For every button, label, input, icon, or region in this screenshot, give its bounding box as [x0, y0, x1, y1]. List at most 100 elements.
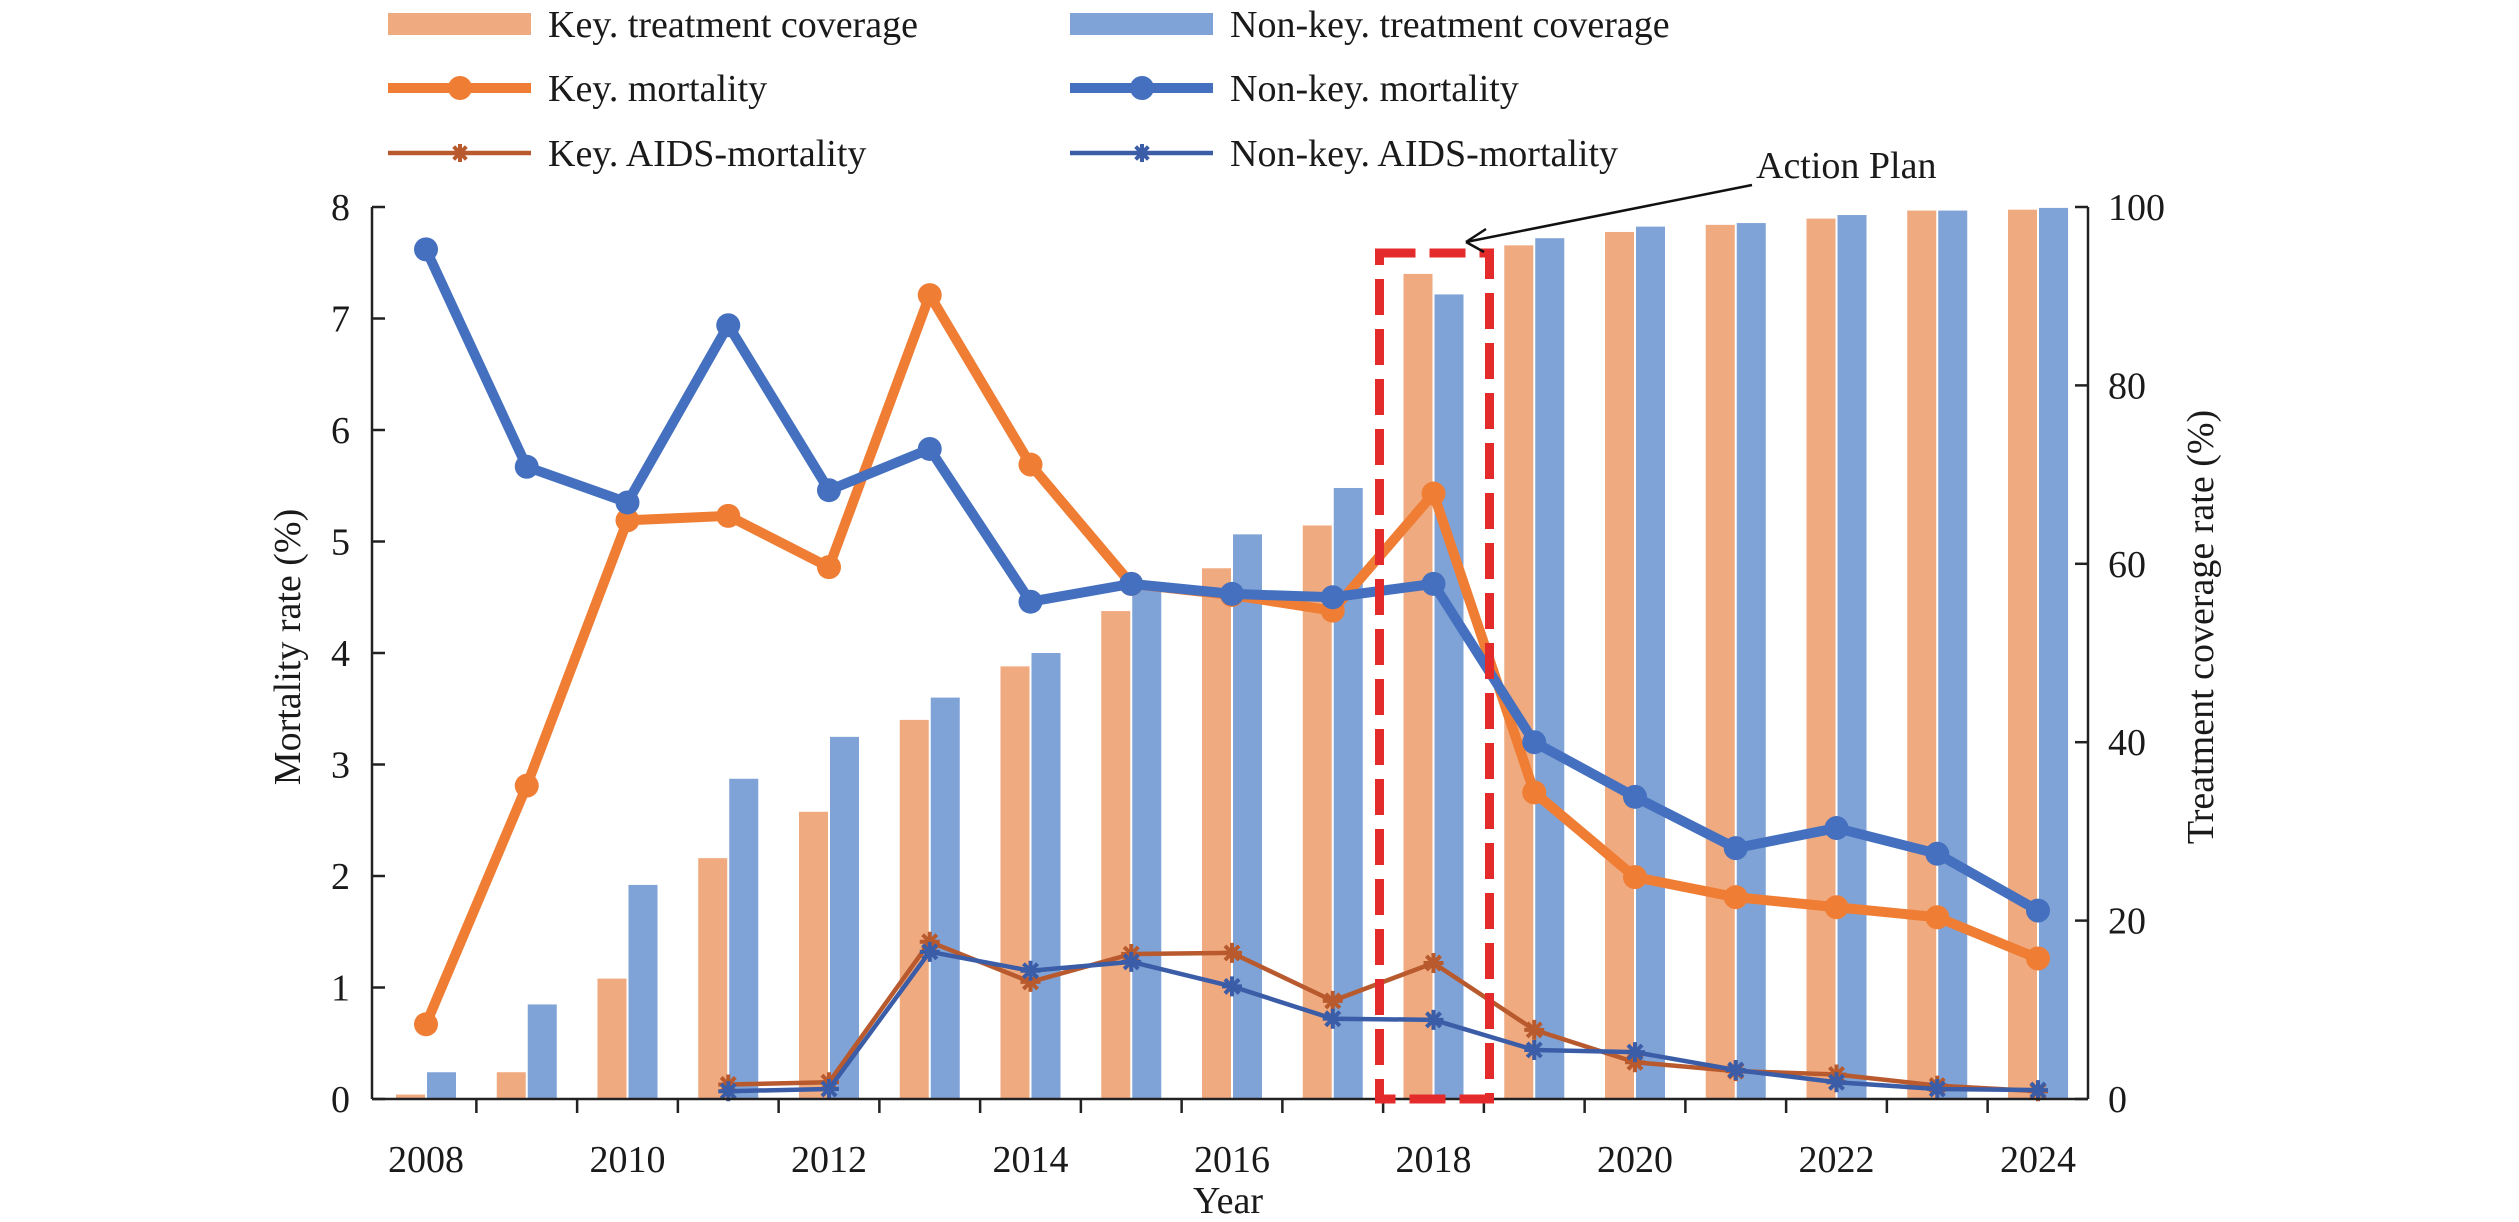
- bar-nonkey-coverage-2012: [830, 736, 859, 1099]
- point-key-mortality-2019: [1522, 780, 1547, 805]
- y-axis-right-label: Treatment coverage rate (%): [2180, 410, 2222, 844]
- y-axis-left-label: Mortality rate (%): [267, 509, 309, 785]
- point-non-key-mortality-2013: [917, 436, 942, 461]
- point-non-key-mortality-2011: [716, 313, 741, 338]
- y-left-tick-label: 6: [331, 410, 350, 452]
- point-non-key-mortality-2009: [514, 454, 539, 479]
- point-key-mortality-2009: [514, 773, 539, 798]
- point-key-aids-mortality-2013: [919, 931, 940, 952]
- bar-nonkey-coverage-2021: [1736, 223, 1766, 1099]
- point-non-key-aids-mortality-2017: [1322, 1008, 1343, 1029]
- lines-layer: [414, 237, 2050, 1102]
- point-key-aids-mortality-2014: [1020, 971, 1041, 992]
- y-left-tick-label: 5: [331, 522, 350, 564]
- legend-marker-non-key-mortality: [1130, 76, 1154, 100]
- point-key-mortality-2013: [917, 283, 942, 308]
- bar-nonkey-coverage-2008: [427, 1072, 456, 1099]
- point-non-key-mortality-2008: [414, 237, 438, 262]
- legend-marker-key-aids-mortality: [451, 144, 469, 162]
- point-non-key-mortality-2010: [615, 490, 640, 515]
- x-tick-label: 2022: [1799, 1139, 1875, 1181]
- y-left-tick-label: 0: [331, 1079, 350, 1121]
- point-non-key-mortality-2020: [1623, 784, 1647, 809]
- point-non-key-mortality-2012: [817, 478, 841, 503]
- point-key-aids-mortality-2019: [1524, 1019, 1545, 1040]
- legend-swatch-non-key-treatment-coverage: [1070, 13, 1213, 35]
- bar-nonkey-coverage-2014: [1031, 653, 1061, 1099]
- point-key-aids-mortality-2018: [1423, 952, 1444, 973]
- point-key-mortality-2020: [1623, 865, 1647, 890]
- y-right-tick-label: 60: [2108, 544, 2146, 586]
- action-plan-label: Action Plan: [1756, 145, 1936, 187]
- legend-label-key-mortality: Key. mortality: [548, 68, 767, 110]
- legend-label-non-key-treatment-coverage: Non-key. treatment coverage: [1230, 4, 1670, 46]
- point-non-key-aids-mortality-2015: [1121, 951, 1142, 972]
- point-non-key-mortality-2016: [1220, 581, 1244, 606]
- bar-key-coverage-2016: [1202, 568, 1231, 1099]
- point-non-key-aids-mortality-2016: [1222, 976, 1242, 997]
- point-key-aids-mortality-2016: [1222, 942, 1242, 963]
- bar-nonkey-coverage-2010: [628, 884, 658, 1099]
- x-axis-label: Year: [1193, 1180, 1263, 1222]
- point-key-mortality-2022: [1824, 895, 1849, 920]
- point-non-key-mortality-2017: [1320, 585, 1345, 610]
- y-left-tick-label: 4: [331, 633, 350, 675]
- legend-marker-non-key-aids-mortality: [1133, 144, 1151, 162]
- point-non-key-mortality-2022: [1824, 816, 1849, 841]
- legend-marker-key-mortality: [448, 76, 472, 100]
- bar-key-coverage-2012: [799, 811, 828, 1099]
- point-non-key-mortality-2019: [1522, 730, 1547, 755]
- legend-label-key-treatment-coverage: Key. treatment coverage: [548, 4, 918, 46]
- x-tick-label: 2014: [993, 1139, 1069, 1181]
- bar-key-coverage-2021: [1705, 224, 1735, 1100]
- bar-nonkey-coverage-2016: [1233, 534, 1262, 1099]
- point-key-mortality-2014: [1018, 452, 1043, 477]
- point-key-mortality-2010: [615, 508, 640, 533]
- point-non-key-mortality-2023: [1925, 841, 1950, 866]
- bar-key-coverage-2013: [899, 719, 929, 1099]
- annotation-layer: Action Plan: [1375, 145, 1936, 1104]
- x-tick-label: 2008: [388, 1139, 464, 1181]
- action-plan-box: [1375, 248, 1494, 1104]
- bar-key-coverage-2022: [1806, 218, 1836, 1099]
- point-non-key-mortality-2024: [2026, 898, 2050, 923]
- x-tick-label: 2012: [791, 1139, 867, 1181]
- point-non-key-aids-mortality-2018: [1423, 1009, 1444, 1030]
- x-tick-label: 2020: [1597, 1139, 1673, 1181]
- point-non-key-aids-mortality-2012: [819, 1078, 839, 1099]
- y-left-tick-label: 1: [331, 968, 350, 1010]
- bar-nonkey-coverage-2009: [527, 1004, 557, 1099]
- point-non-key-aids-mortality-2021: [1725, 1060, 1746, 1081]
- bars-layer: [396, 207, 2068, 1100]
- point-key-mortality-2024: [2026, 946, 2050, 971]
- bar-key-coverage-2014: [1000, 666, 1030, 1099]
- bar-key-coverage-2019: [1504, 245, 1534, 1099]
- point-non-key-mortality-2018: [1421, 571, 1446, 596]
- point-non-key-aids-mortality-2023: [1927, 1078, 1948, 1099]
- point-key-mortality-2011: [716, 503, 741, 528]
- point-key-mortality-2012: [817, 555, 841, 580]
- point-non-key-aids-mortality-2022: [1826, 1072, 1847, 1093]
- bar-nonkey-coverage-2022: [1837, 215, 1867, 1099]
- point-non-key-aids-mortality-2011: [718, 1081, 739, 1102]
- bar-key-coverage-2011: [698, 858, 728, 1099]
- y-right-tick-label: 40: [2108, 722, 2146, 764]
- y-left-tick-label: 2: [331, 856, 350, 898]
- point-non-key-aids-mortality-2014: [1020, 960, 1041, 981]
- point-non-key-aids-mortality-2020: [1625, 1042, 1645, 1063]
- x-tick-label: 2024: [2000, 1139, 2076, 1181]
- y-right-tick-label: 80: [2108, 365, 2146, 407]
- point-key-mortality-2018: [1421, 481, 1446, 506]
- bar-key-coverage-2009: [496, 1072, 526, 1099]
- bar-key-coverage-2023: [1907, 210, 1937, 1099]
- bar-nonkey-coverage-2023: [1938, 210, 1968, 1099]
- point-non-key-aids-mortality-2019: [1524, 1039, 1545, 1060]
- point-key-mortality-2008: [414, 1012, 438, 1037]
- y-left-tick-label: 7: [331, 299, 350, 341]
- line-key-mortality: [421, 290, 2040, 1027]
- x-tick-label: 2010: [590, 1139, 666, 1181]
- bar-key-coverage-2018: [1403, 273, 1433, 1099]
- point-non-key-mortality-2015: [1119, 571, 1144, 596]
